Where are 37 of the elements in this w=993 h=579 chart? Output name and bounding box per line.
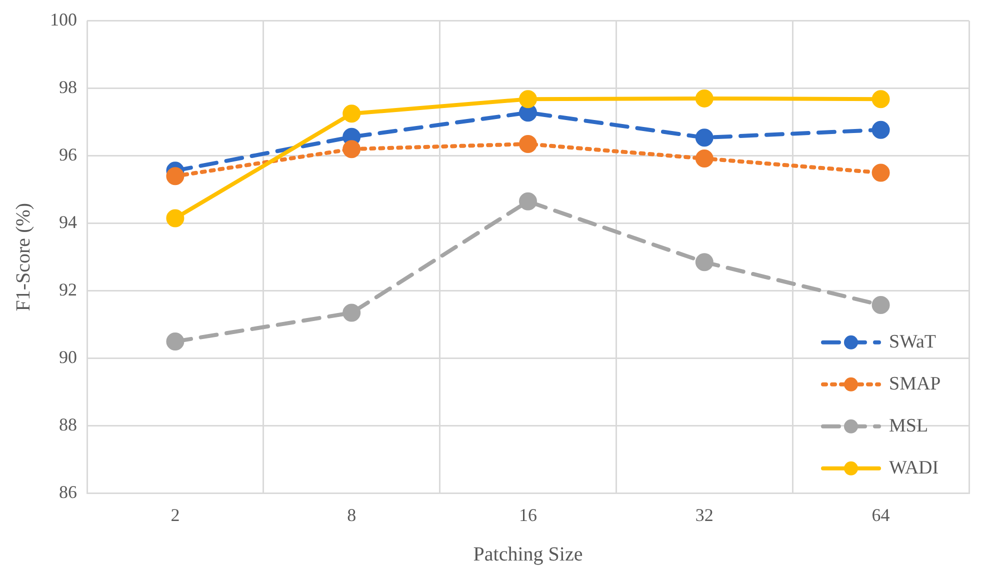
point	[166, 209, 184, 228]
x-tick-label: 2	[170, 504, 180, 525]
point	[872, 120, 890, 139]
legend-label: SWaT	[889, 331, 936, 352]
y-tick-label: 94	[59, 212, 77, 232]
y-tick-label: 96	[59, 144, 77, 165]
point	[695, 253, 714, 272]
x-tick-label: 64	[872, 504, 890, 525]
point	[519, 90, 537, 108]
x-tick-label: 16	[519, 504, 537, 525]
point	[342, 104, 361, 123]
x-tick-label: 32	[695, 504, 714, 525]
point	[342, 140, 361, 158]
legend-label: MSL	[889, 415, 928, 436]
legend-label: WADI	[889, 457, 939, 478]
point	[695, 89, 714, 108]
y-tick-label: 88	[59, 414, 77, 435]
x-axis-title: Patching Size	[473, 543, 583, 566]
point	[695, 150, 714, 168]
point	[519, 192, 537, 210]
x-tick-label: 8	[347, 504, 356, 525]
legend-label: SMAP	[889, 373, 941, 394]
point	[519, 104, 537, 122]
y-axis-title: F1-Score (%)	[12, 202, 34, 312]
point	[872, 90, 890, 108]
y-tick-label: 98	[59, 77, 77, 98]
point	[342, 304, 361, 322]
y-tick-label: 86	[59, 482, 77, 502]
y-tick-label: 90	[59, 347, 77, 368]
point	[872, 296, 890, 314]
point	[695, 128, 714, 147]
point	[166, 332, 184, 350]
y-tick-label: 92	[59, 280, 77, 300]
point	[519, 135, 537, 154]
point	[872, 164, 890, 182]
y-tick-label: 100	[50, 10, 77, 30]
point	[166, 167, 184, 186]
